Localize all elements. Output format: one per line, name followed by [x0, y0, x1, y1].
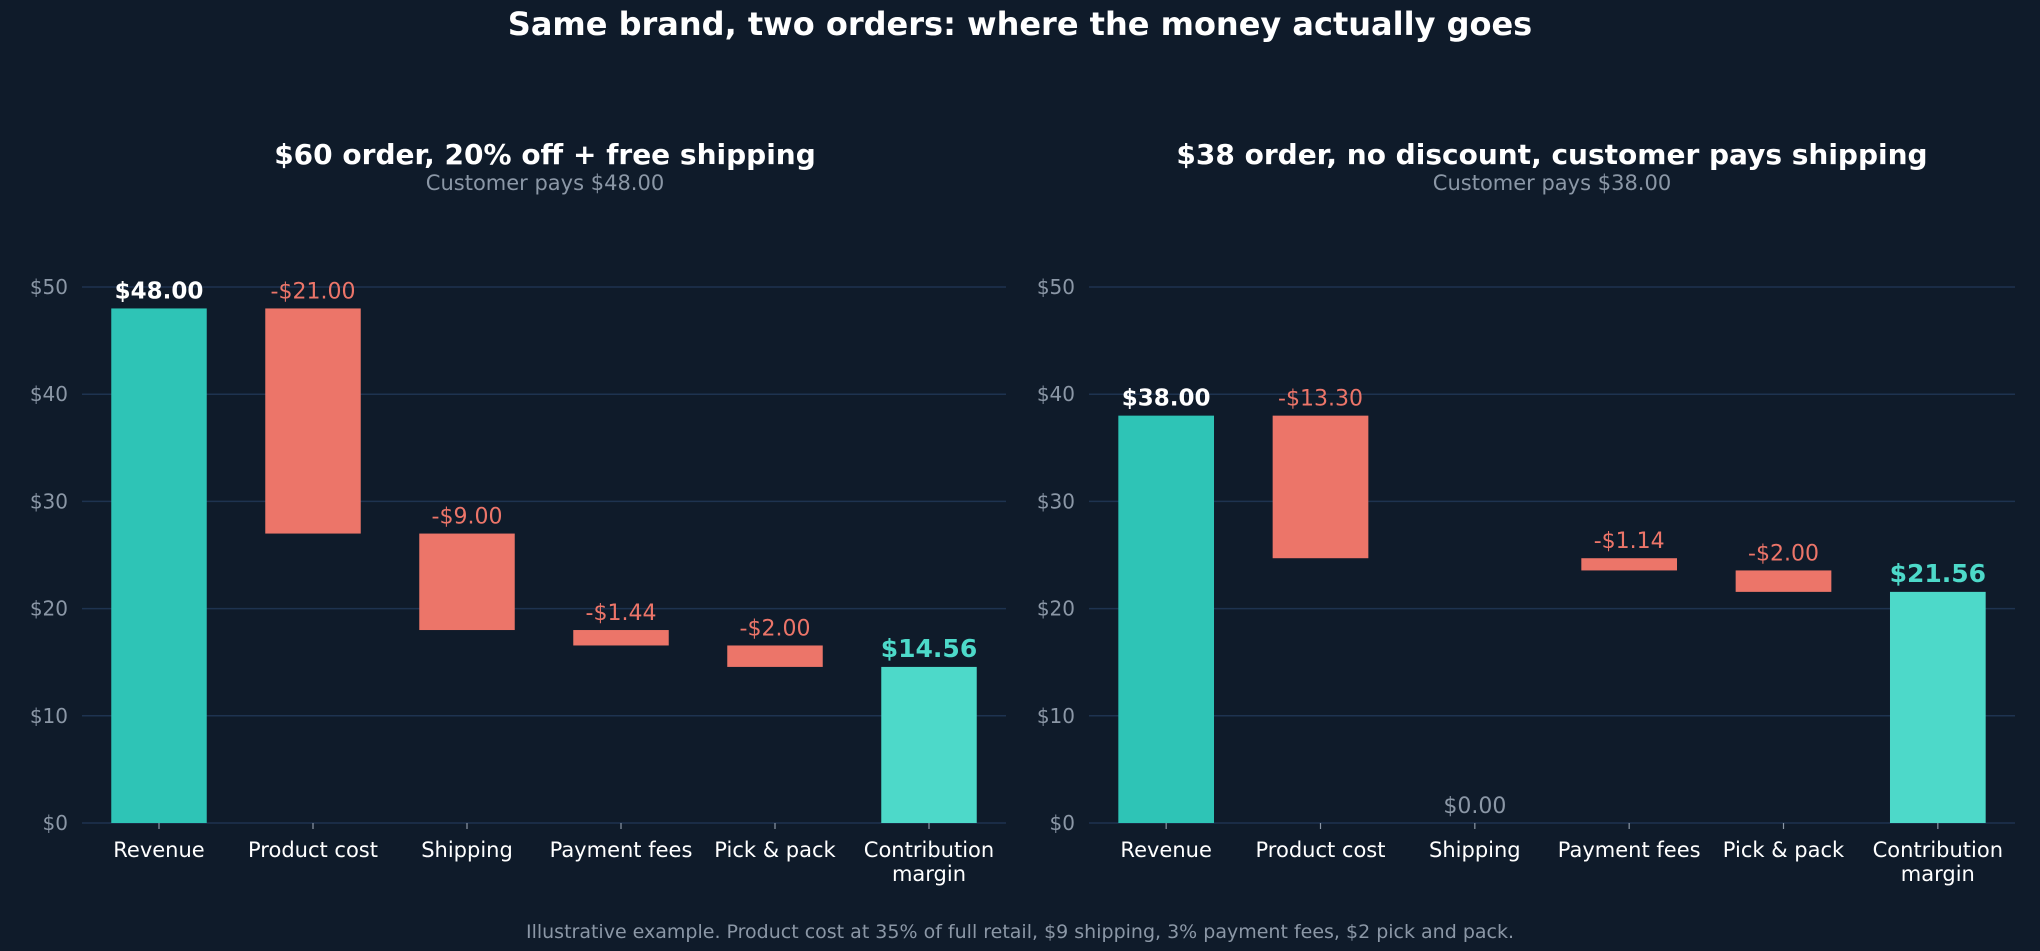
bar-cost-3 — [419, 533, 515, 631]
bar-cost-5 — [727, 645, 823, 667]
y-tick-label: $10 — [30, 704, 68, 728]
x-category-label: Contribution margin — [1873, 838, 2003, 886]
x-category-label: Pick & pack — [1723, 838, 1845, 862]
panel-subtitle: Customer pays $48.00 — [426, 171, 664, 195]
y-tick-label: $20 — [1037, 597, 1075, 621]
bar-revenue-1 — [111, 308, 207, 823]
y-tick-label: $40 — [30, 382, 68, 406]
x-category-label: Payment fees — [550, 838, 693, 862]
x-category-label: Contribution margin — [864, 838, 994, 886]
data-label: $48.00 — [115, 278, 204, 304]
bar-margin-6 — [1889, 591, 1986, 823]
data-label: $0.00 — [1443, 794, 1506, 819]
data-label: -$21.00 — [271, 279, 356, 304]
x-category-label: Product cost — [248, 838, 378, 862]
data-label: -$1.14 — [1594, 529, 1665, 554]
bar-cost-5 — [1735, 570, 1832, 592]
data-label: -$2.00 — [1748, 541, 1819, 566]
data-label: -$1.44 — [586, 601, 657, 626]
bar-revenue-1 — [1118, 415, 1215, 823]
data-label: $21.56 — [1890, 559, 1986, 588]
figure-footnote: Illustrative example. Product cost at 35… — [526, 921, 1514, 943]
chart-panel-2: $38 order, no discount, customer pays sh… — [1037, 138, 2015, 886]
x-category-label: Shipping — [421, 838, 513, 862]
x-category-label: Shipping — [1429, 838, 1521, 862]
data-label: -$9.00 — [432, 505, 503, 530]
panel-title: $38 order, no discount, customer pays sh… — [1176, 138, 1927, 171]
y-tick-label: $50 — [1037, 275, 1075, 299]
bar-cost-4 — [1581, 558, 1678, 571]
data-label: $38.00 — [1122, 386, 1211, 412]
y-tick-label: $10 — [1037, 704, 1075, 728]
x-category-label: Pick & pack — [714, 838, 836, 862]
x-category-label: Payment fees — [1558, 838, 1701, 862]
data-label: -$2.00 — [740, 616, 811, 641]
y-tick-label: $20 — [30, 597, 68, 621]
panel-title: $60 order, 20% off + free shipping — [274, 138, 816, 171]
x-category-label: Revenue — [113, 838, 204, 862]
panel-subtitle: Customer pays $38.00 — [1433, 171, 1671, 195]
x-category-label: Revenue — [1120, 838, 1211, 862]
x-category-label: Product cost — [1256, 838, 1386, 862]
chart-panel-1: $60 order, 20% off + free shippingCustom… — [30, 138, 1006, 886]
data-label: -$13.30 — [1278, 387, 1363, 412]
y-tick-label: $40 — [1037, 382, 1075, 406]
data-label: $14.56 — [881, 634, 977, 663]
y-tick-label: $30 — [1037, 489, 1075, 513]
y-tick-label: $30 — [30, 489, 68, 513]
y-tick-label: $0 — [43, 811, 68, 835]
figure-title: Same brand, two orders: where the money … — [508, 5, 1532, 43]
bar-cost-4 — [573, 630, 669, 646]
bar-cost-2 — [265, 308, 361, 534]
bar-cost-2 — [1272, 415, 1369, 559]
bar-margin-6 — [881, 666, 977, 823]
y-tick-label: $0 — [1050, 811, 1075, 835]
y-tick-label: $50 — [30, 275, 68, 299]
